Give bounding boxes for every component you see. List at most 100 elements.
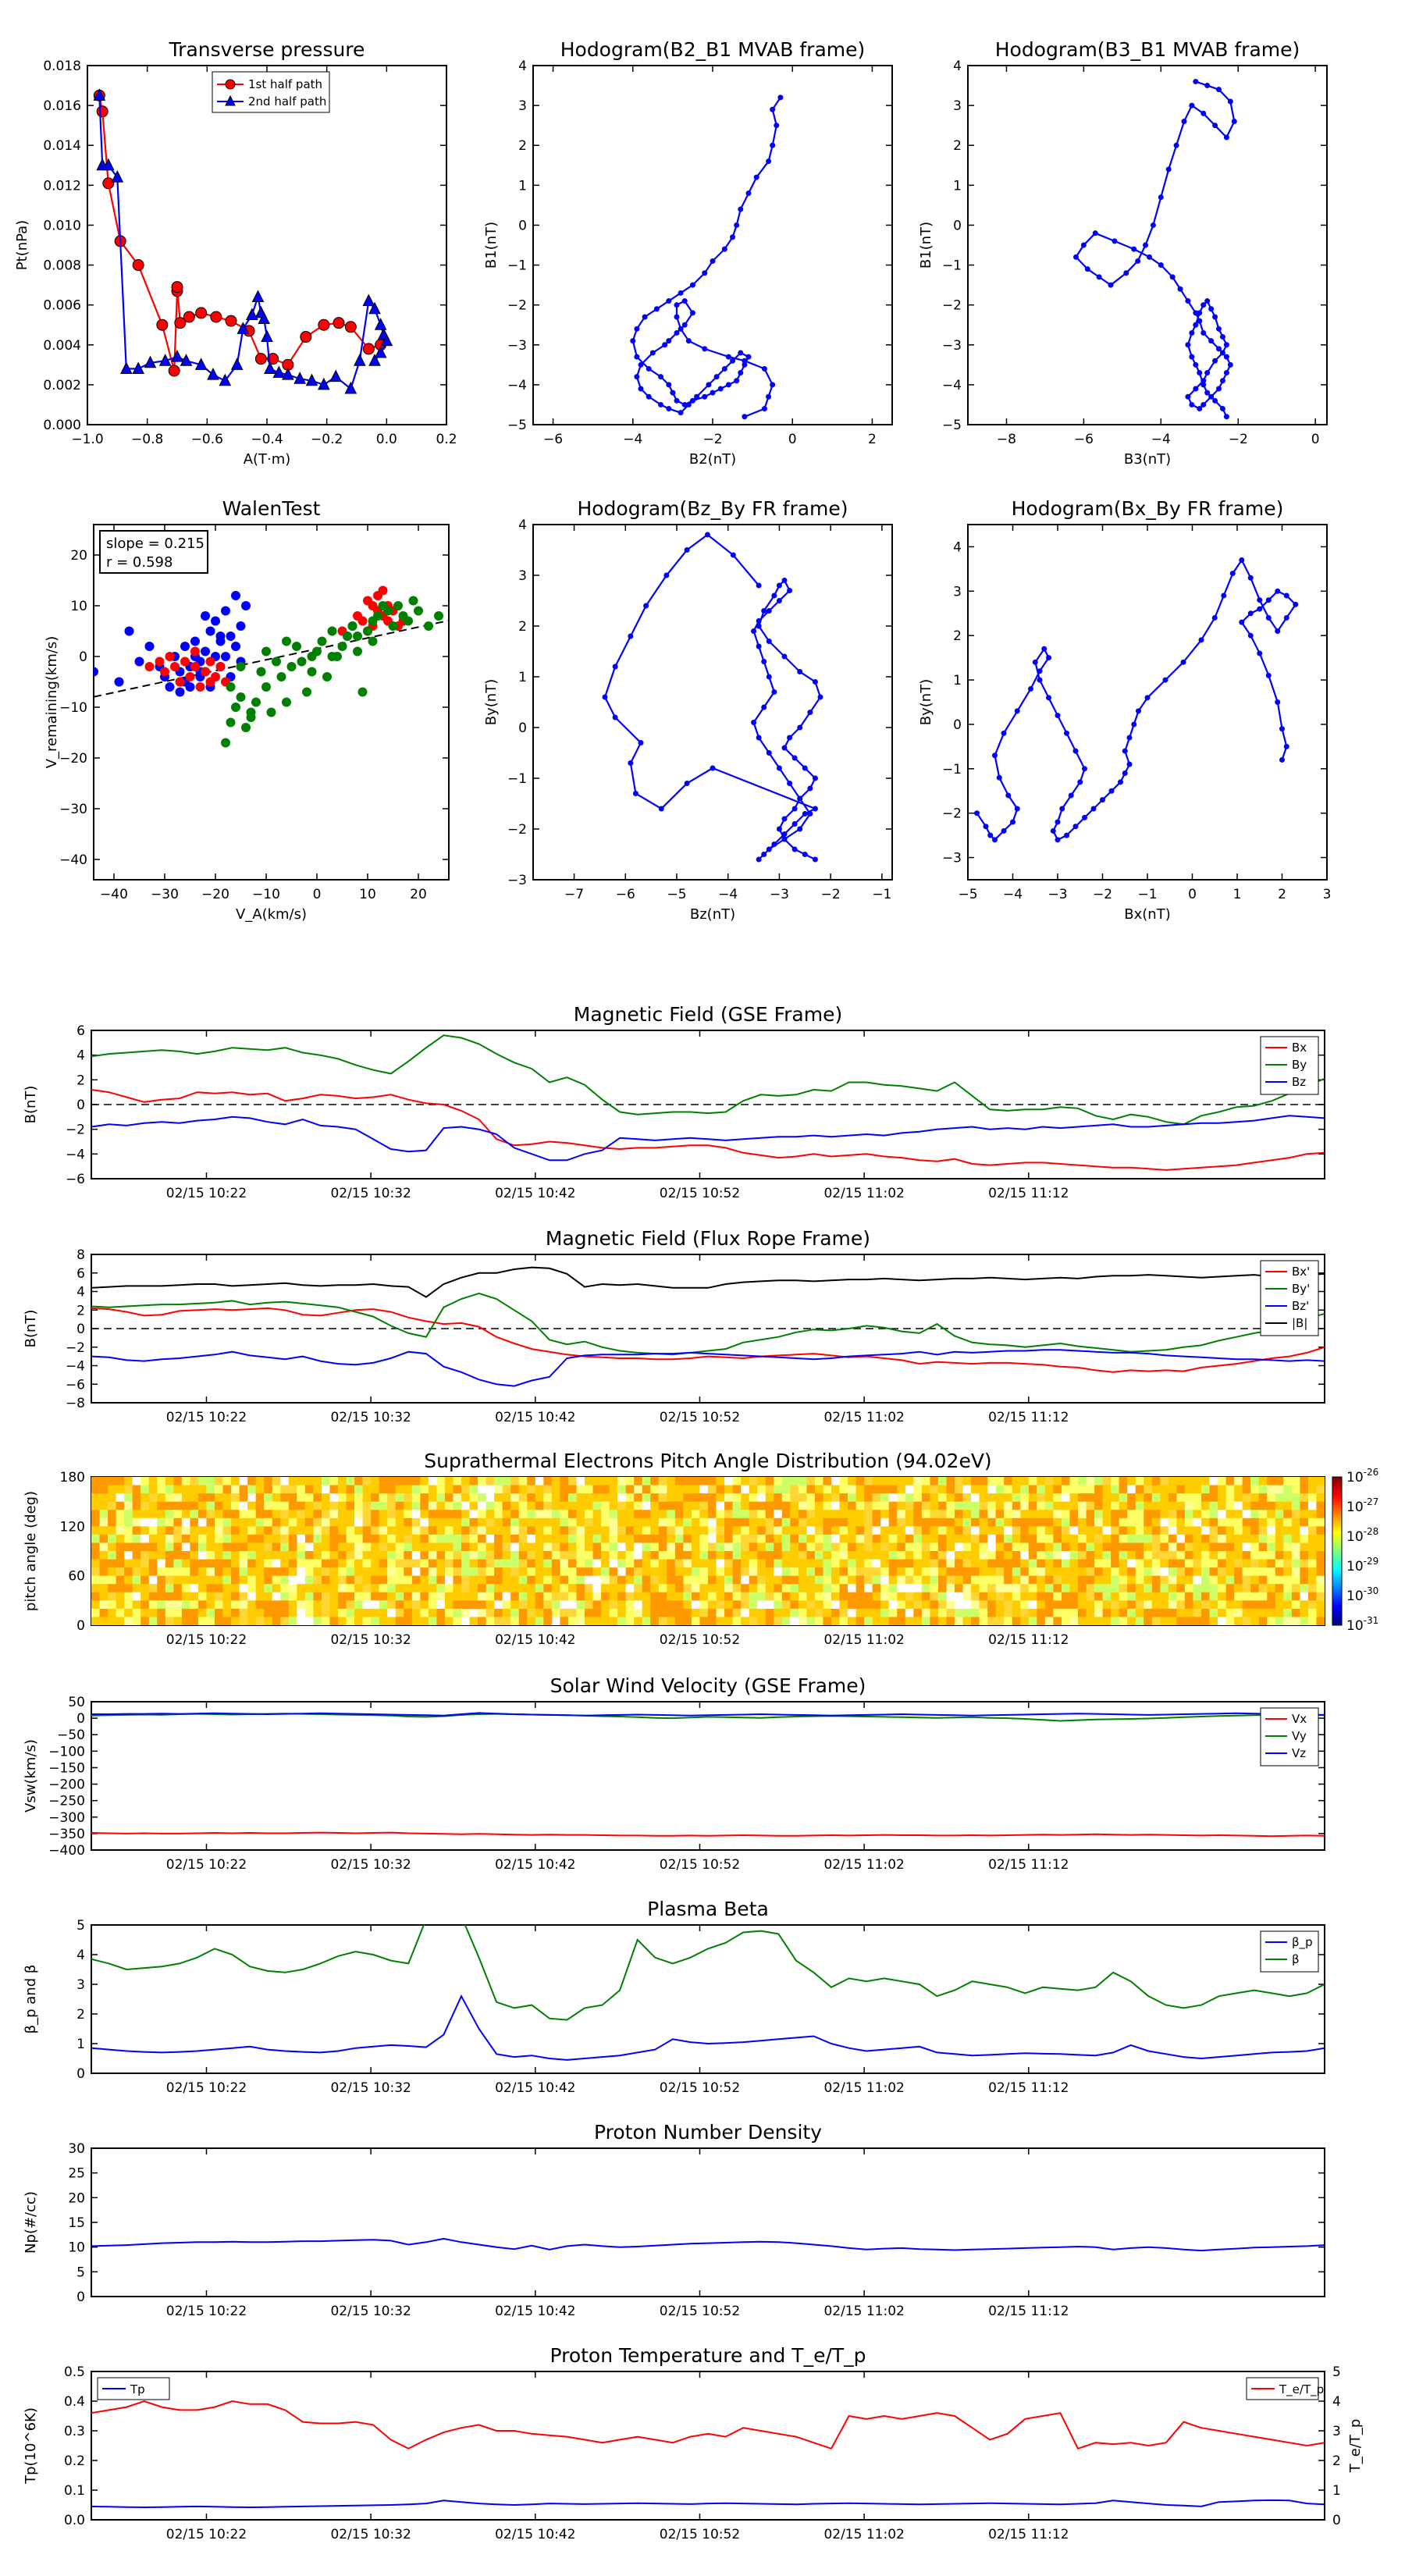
heatmap-cell bbox=[1267, 1542, 1276, 1552]
heatmap-cell bbox=[880, 1592, 890, 1601]
y-axis-label: By(nT) bbox=[918, 679, 934, 725]
heatmap-cell bbox=[848, 1485, 857, 1494]
data-point bbox=[195, 307, 208, 319]
heatmap-cell bbox=[1218, 1600, 1227, 1610]
heatmap-cell bbox=[601, 1526, 610, 1535]
heatmap-cell bbox=[362, 1608, 372, 1617]
heatmap-cell bbox=[157, 1551, 166, 1560]
heatmap-cell bbox=[264, 1608, 273, 1617]
data-point bbox=[756, 856, 762, 863]
heatmap-cell bbox=[1144, 1617, 1153, 1625]
y-tick-label: 6 bbox=[76, 1023, 85, 1039]
heatmap-cell bbox=[765, 1534, 774, 1543]
heatmap-cell bbox=[1160, 1567, 1169, 1577]
heatmap-cell bbox=[239, 1485, 248, 1494]
data-point bbox=[1231, 119, 1237, 125]
chart-title: WalenTest bbox=[222, 497, 321, 520]
heatmap-cell bbox=[650, 1600, 660, 1610]
heatmap-cell bbox=[979, 1477, 988, 1486]
chart-title: Magnetic Field (Flux Rope Frame) bbox=[546, 1227, 870, 1250]
x-tick-label: 02/15 10:52 bbox=[660, 1186, 740, 1201]
heatmap-cell bbox=[1267, 1501, 1276, 1510]
heatmap-cell bbox=[585, 1534, 594, 1543]
data-point bbox=[721, 246, 727, 252]
heatmap-cell bbox=[765, 1567, 774, 1577]
heatmap-cell bbox=[798, 1510, 807, 1519]
heatmap-cell bbox=[502, 1600, 511, 1610]
heatmap-cell bbox=[108, 1534, 117, 1543]
heatmap-cell bbox=[741, 1608, 750, 1617]
heatmap-cell bbox=[839, 1534, 848, 1543]
heatmap-cell bbox=[1135, 1477, 1144, 1486]
plot-area bbox=[91, 1925, 1325, 2061]
heatmap-cell bbox=[790, 1617, 799, 1625]
series-|B| bbox=[91, 1266, 1325, 1298]
heatmap-cell bbox=[304, 1600, 314, 1610]
heatmap-cell bbox=[321, 1600, 330, 1610]
heatmap-cell bbox=[872, 1542, 881, 1552]
heatmap-cell bbox=[674, 1592, 684, 1601]
heatmap-cell bbox=[667, 1517, 676, 1527]
y-tick-label: 10 bbox=[68, 2240, 85, 2256]
data-point bbox=[689, 310, 695, 316]
heatmap-cell bbox=[157, 1559, 166, 1568]
heatmap-cell bbox=[995, 1551, 1005, 1560]
y-tick-label: −250 bbox=[48, 1794, 85, 1809]
heatmap-cell bbox=[247, 1510, 257, 1519]
heatmap-cell bbox=[839, 1510, 848, 1519]
heatmap-cell bbox=[124, 1510, 133, 1519]
heatmap-cell bbox=[716, 1584, 725, 1593]
colorbar-label: 10-31 bbox=[1346, 1615, 1378, 1634]
heatmap-cell bbox=[231, 1600, 240, 1610]
data-point bbox=[761, 852, 767, 857]
heatmap-cell bbox=[1258, 1526, 1268, 1535]
heatmap-cell bbox=[99, 1559, 108, 1568]
heatmap-cell bbox=[288, 1584, 297, 1593]
heatmap-cell bbox=[864, 1600, 873, 1610]
heatmap-cell bbox=[987, 1517, 997, 1527]
heatmap-cell bbox=[576, 1617, 585, 1625]
heatmap-cell bbox=[173, 1575, 183, 1585]
heatmap-cell bbox=[634, 1575, 643, 1585]
heatmap-cell bbox=[486, 1592, 495, 1601]
heatmap-cell bbox=[658, 1575, 667, 1585]
heatmap-cell bbox=[140, 1617, 150, 1625]
heatmap-cell bbox=[806, 1575, 816, 1585]
heatmap-cell bbox=[625, 1542, 635, 1552]
heatmap-cell bbox=[239, 1617, 248, 1625]
heatmap-cell bbox=[99, 1485, 108, 1494]
data-point bbox=[1143, 242, 1149, 248]
heatmap-cell bbox=[634, 1551, 643, 1560]
heatmap-cell bbox=[1258, 1617, 1268, 1625]
heatmap-cell bbox=[691, 1510, 700, 1519]
heatmap-cell bbox=[831, 1526, 841, 1535]
heatmap-cell bbox=[839, 1592, 848, 1601]
data-point bbox=[246, 707, 256, 717]
heatmap-cell bbox=[576, 1592, 585, 1601]
heatmap-cell bbox=[814, 1493, 823, 1503]
data-point bbox=[756, 582, 762, 589]
heatmap-cell bbox=[560, 1542, 569, 1552]
heatmap-cell bbox=[338, 1592, 347, 1601]
heatmap-cell bbox=[1127, 1485, 1136, 1494]
heatmap-cell bbox=[1275, 1592, 1284, 1601]
heatmap-cell bbox=[831, 1600, 841, 1610]
heatmap-cell bbox=[543, 1559, 553, 1568]
heatmap-cell bbox=[765, 1542, 774, 1552]
heatmap-cell bbox=[478, 1510, 487, 1519]
heatmap-cell bbox=[716, 1559, 725, 1568]
heatmap-cell bbox=[297, 1501, 306, 1510]
heatmap-cell bbox=[1012, 1510, 1021, 1519]
heatmap-cell bbox=[798, 1559, 807, 1568]
legend-label: β bbox=[1292, 1952, 1300, 1966]
heatmap-cell bbox=[864, 1551, 873, 1560]
heatmap-cell bbox=[913, 1542, 923, 1552]
heatmap-cell bbox=[215, 1501, 224, 1510]
data-point bbox=[267, 353, 279, 365]
heatmap-cell bbox=[264, 1551, 273, 1560]
heatmap-cell bbox=[140, 1608, 150, 1617]
heatmap-cell bbox=[190, 1559, 199, 1568]
heatmap-cell bbox=[962, 1575, 972, 1585]
heatmap-cell bbox=[962, 1534, 972, 1543]
